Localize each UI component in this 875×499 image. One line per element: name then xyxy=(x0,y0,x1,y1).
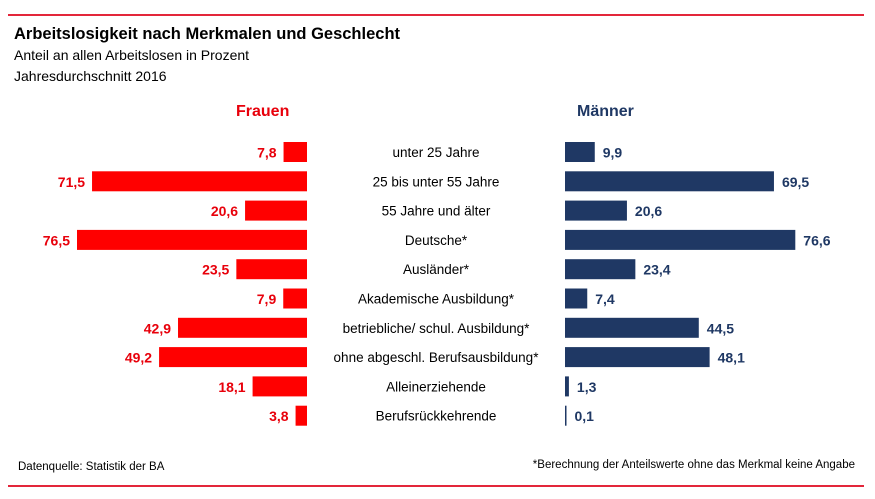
category-label: Deutsche* xyxy=(405,233,468,248)
label-frauen: 71,5 xyxy=(58,174,85,190)
label-maenner: 44,5 xyxy=(707,320,734,336)
bar-maenner xyxy=(565,229,796,250)
bar-maenner xyxy=(565,317,699,338)
bar-maenner xyxy=(565,171,774,192)
category-label: betriebliche/ schul. Ausbildung* xyxy=(343,321,531,336)
category-label: 25 bis unter 55 Jahre xyxy=(373,174,500,189)
label-frauen: 7,8 xyxy=(257,145,277,161)
category-label: unter 25 Jahre xyxy=(392,145,479,160)
bar-maenner xyxy=(565,142,595,162)
bottom-rule xyxy=(8,485,864,487)
category-label: Berufsrückkehrende xyxy=(376,409,497,424)
top-rule xyxy=(8,14,864,16)
bar-frauen xyxy=(245,200,307,221)
chart-title: Arbeitslosigkeit nach Merkmalen und Gesc… xyxy=(14,25,401,43)
bar-frauen xyxy=(178,317,307,338)
label-frauen: 76,5 xyxy=(43,232,70,248)
label-maenner: 76,6 xyxy=(803,232,830,248)
legend-maenner: Männer xyxy=(577,103,634,120)
footnote: *Berechnung der Anteilswerte ohne das Me… xyxy=(532,459,855,471)
label-maenner: 69,5 xyxy=(782,174,809,190)
label-frauen: 49,2 xyxy=(125,350,152,366)
category-label: Ausländer* xyxy=(403,262,470,277)
bar-frauen xyxy=(92,171,307,192)
category-label: ohne abgeschl. Berufsausbildung* xyxy=(334,350,540,365)
label-frauen: 7,9 xyxy=(257,291,277,307)
label-frauen: 42,9 xyxy=(144,320,171,336)
legend-frauen: Frauen xyxy=(236,103,290,120)
label-frauen: 20,6 xyxy=(211,203,238,219)
label-maenner: 7,4 xyxy=(595,291,615,307)
label-frauen: 23,5 xyxy=(202,262,229,278)
bar-frauen xyxy=(283,142,307,162)
data-source: Datenquelle: Statistik der BA xyxy=(18,461,165,473)
chart-subtitle: Anteil an allen Arbeitslosen in Prozent xyxy=(14,47,250,63)
label-maenner: 23,4 xyxy=(643,262,670,278)
bar-maenner xyxy=(565,200,627,221)
bar-maenner xyxy=(565,405,567,426)
label-maenner: 1,3 xyxy=(577,379,597,395)
bar-frauen xyxy=(159,347,307,368)
category-label: 55 Jahre und älter xyxy=(382,204,491,219)
bar-maenner xyxy=(565,347,710,368)
bar-maenner xyxy=(565,376,569,397)
bar-frauen xyxy=(283,288,307,309)
category-label: Akademische Ausbildung* xyxy=(358,292,515,307)
label-frauen: 3,8 xyxy=(269,408,289,424)
label-maenner: 0,1 xyxy=(575,408,595,424)
category-label: Alleinerziehende xyxy=(386,379,486,394)
chart-period: Jahresdurchschnitt 2016 xyxy=(14,68,167,84)
label-maenner: 9,9 xyxy=(603,145,623,161)
label-maenner: 20,6 xyxy=(635,203,662,219)
bar-maenner xyxy=(565,288,588,309)
bar-maenner xyxy=(565,259,636,280)
bar-frauen xyxy=(77,229,307,250)
bar-frauen xyxy=(252,376,307,397)
label-maenner: 48,1 xyxy=(718,350,745,366)
bar-frauen xyxy=(236,259,307,280)
label-frauen: 18,1 xyxy=(218,379,245,395)
bar-frauen xyxy=(295,405,307,426)
